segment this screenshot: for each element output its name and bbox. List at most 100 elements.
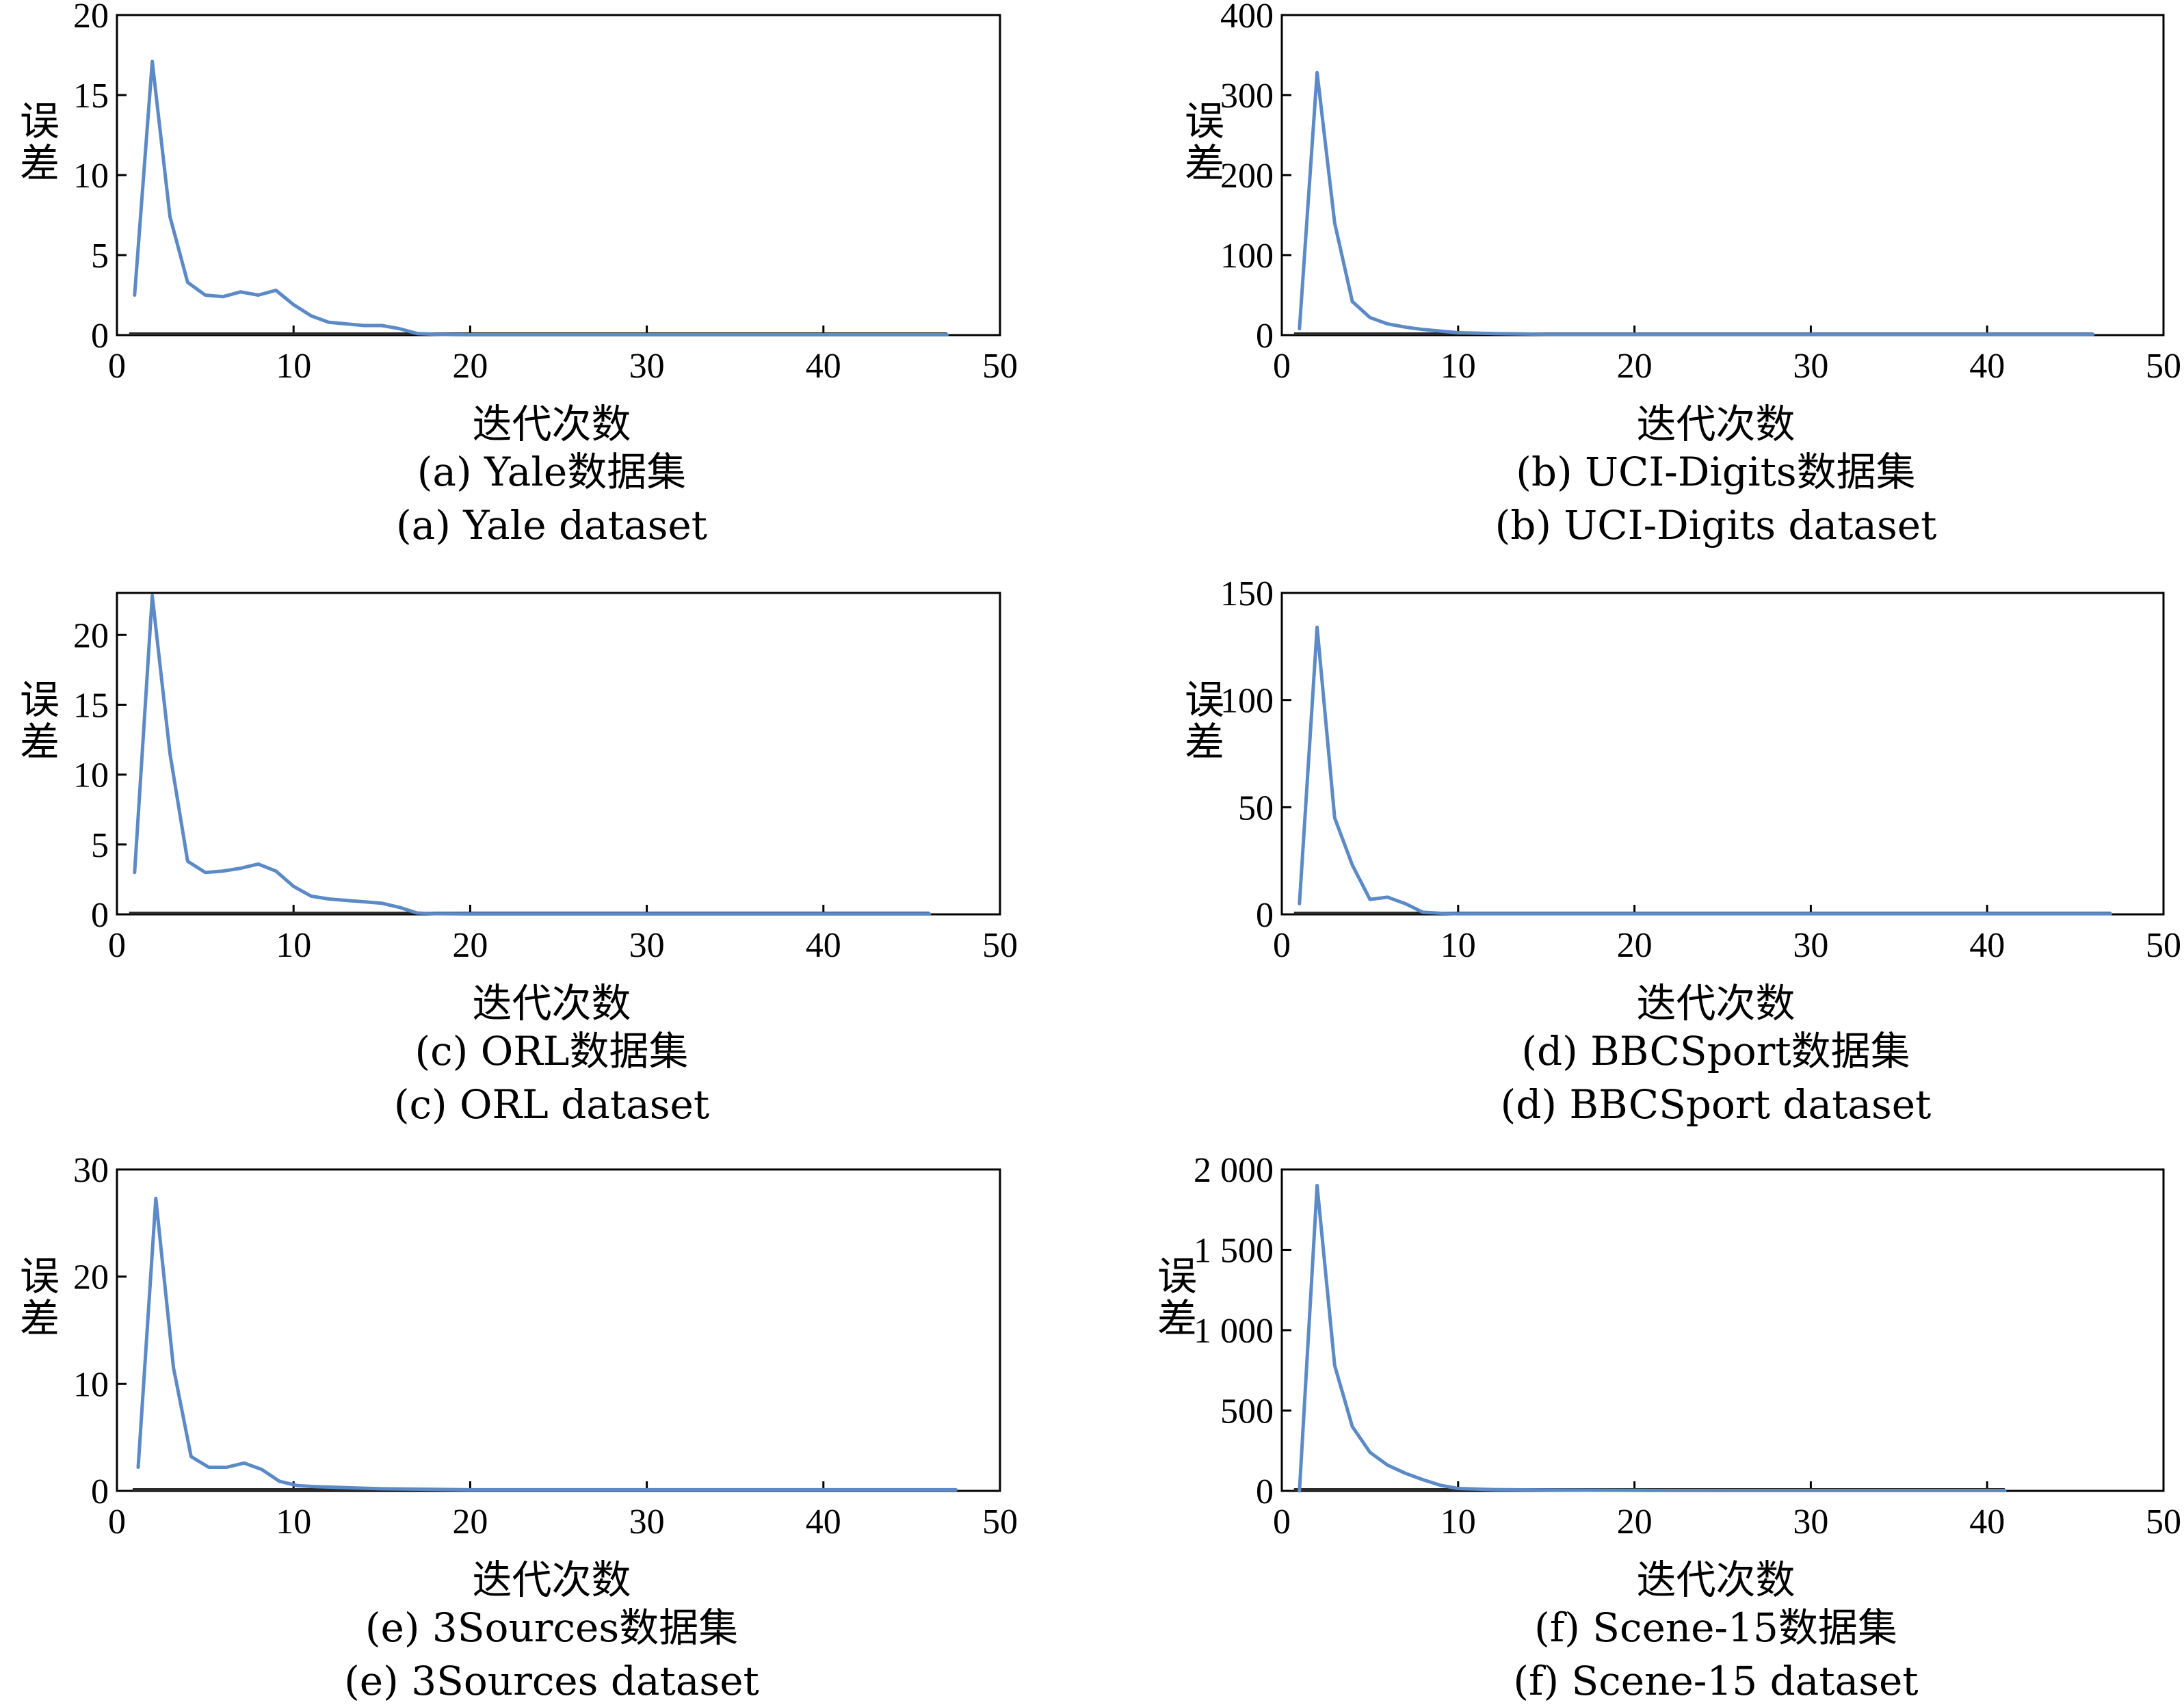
y-tick-label: 1 500 xyxy=(1194,1232,1274,1271)
y-tick-label: 0 xyxy=(1256,896,1274,935)
x-tick-label: 30 xyxy=(629,1503,665,1541)
y-tick-label: 15 xyxy=(73,77,109,116)
x-tick-label: 10 xyxy=(1440,926,1476,965)
x-tick-label: 0 xyxy=(108,926,126,965)
x-tick-label: 20 xyxy=(452,1503,488,1541)
caption-english: (f) Scene-15 dataset xyxy=(1513,1658,1918,1704)
x-tick-label: 40 xyxy=(806,926,841,965)
x-tick-label: 40 xyxy=(806,1503,841,1541)
y-tick-label: 20 xyxy=(73,1258,109,1297)
x-tick-label: 20 xyxy=(1617,347,1653,386)
y-tick-label: 15 xyxy=(73,686,109,725)
x-tick-label: 0 xyxy=(1273,926,1291,965)
y-axis-title: 误差 xyxy=(13,100,60,185)
caption-chinese: (a) Yale数据集 xyxy=(417,449,687,495)
y-tick-label: 0 xyxy=(1256,1472,1274,1511)
x-tick-label: 0 xyxy=(1273,347,1291,386)
y-axis-title: 误差 xyxy=(13,678,60,763)
y-tick-label: 5 xyxy=(91,826,109,865)
error-series-line xyxy=(1298,70,2095,336)
plot-frame xyxy=(116,14,1001,336)
y-axis-title: 误差 xyxy=(1178,678,1224,763)
caption-chinese: (f) Scene-15数据集 xyxy=(1534,1604,1897,1651)
x-axis-title: 迭代次数 xyxy=(472,980,631,1027)
y-tick-label: 10 xyxy=(73,1365,109,1404)
y-tick-label: 2 000 xyxy=(1194,1151,1274,1190)
x-tick-label: 50 xyxy=(2146,926,2181,965)
y-tick-label: 400 xyxy=(1220,0,1274,36)
x-tick-label: 20 xyxy=(452,347,488,386)
y-tick-label: 0 xyxy=(1256,317,1274,356)
x-tick-label: 50 xyxy=(982,347,1018,386)
error-series-line xyxy=(136,1196,958,1492)
y-tick-label: 50 xyxy=(1238,789,1274,828)
x-tick-label: 20 xyxy=(1617,1503,1653,1541)
x-tick-label: 40 xyxy=(1969,926,2005,965)
x-tick-label: 10 xyxy=(276,1503,311,1541)
caption-chinese: (d) BBCSport数据集 xyxy=(1521,1028,1910,1074)
y-tick-label: 0 xyxy=(91,896,109,935)
y-tick-label: 5 xyxy=(91,237,109,276)
y-tick-label: 200 xyxy=(1220,157,1274,196)
x-tick-label: 10 xyxy=(276,347,311,386)
x-tick-label: 50 xyxy=(2146,347,2181,386)
caption-english: (e) 3Sources dataset xyxy=(344,1658,759,1704)
caption-english: (b) UCI-Digits dataset xyxy=(1495,502,1937,548)
x-tick-label: 30 xyxy=(629,926,665,965)
y-tick-label: 0 xyxy=(91,317,109,356)
x-tick-label: 0 xyxy=(108,347,126,386)
error-series-line xyxy=(133,59,949,336)
y-axis-title: 误差 xyxy=(13,1255,60,1340)
x-tick-label: 20 xyxy=(452,926,488,965)
y-tick-label: 0 xyxy=(91,1472,109,1511)
caption-english: (a) Yale dataset xyxy=(396,502,707,548)
x-axis-title: 迭代次数 xyxy=(1636,980,1795,1027)
x-tick-label: 40 xyxy=(1969,347,2005,386)
plot-frame xyxy=(1280,1168,2165,1492)
x-tick-label: 20 xyxy=(1617,926,1653,965)
x-tick-label: 30 xyxy=(629,347,665,386)
y-axis-title: 误差 xyxy=(1178,100,1224,185)
x-axis-title: 迭代次数 xyxy=(1636,401,1795,447)
x-tick-label: 30 xyxy=(1793,926,1828,965)
x-tick-label: 50 xyxy=(982,926,1018,965)
x-axis-title: 迭代次数 xyxy=(472,401,631,447)
y-tick-label: 500 xyxy=(1220,1392,1274,1431)
caption-english: (c) ORL dataset xyxy=(394,1081,709,1128)
error-series-line xyxy=(1298,1184,2007,1493)
x-tick-label: 50 xyxy=(2146,1503,2181,1541)
x-axis-title: 迭代次数 xyxy=(472,1557,631,1603)
x-tick-label: 40 xyxy=(1969,1503,2005,1541)
caption-chinese: (b) UCI-Digits数据集 xyxy=(1516,449,1915,495)
x-tick-label: 50 xyxy=(982,1503,1018,1541)
x-tick-label: 0 xyxy=(1273,1503,1291,1541)
y-tick-label: 20 xyxy=(73,0,109,36)
error-series-line xyxy=(1298,625,2113,916)
x-tick-label: 10 xyxy=(1440,347,1476,386)
x-tick-label: 10 xyxy=(1440,1503,1476,1541)
x-tick-label: 10 xyxy=(276,926,311,965)
x-tick-label: 30 xyxy=(1793,347,1828,386)
y-tick-label: 100 xyxy=(1220,237,1274,276)
x-tick-label: 30 xyxy=(1793,1503,1828,1541)
plot-frame xyxy=(1280,592,2165,916)
plot-frame xyxy=(116,1168,1001,1492)
y-tick-label: 10 xyxy=(73,756,109,795)
y-tick-label: 10 xyxy=(73,157,109,196)
plot-frame xyxy=(1280,14,2165,336)
x-tick-label: 0 xyxy=(108,1503,126,1541)
y-tick-label: 300 xyxy=(1220,77,1274,116)
y-tick-label: 100 xyxy=(1220,682,1274,721)
caption-chinese: (e) 3Sources数据集 xyxy=(365,1604,738,1651)
y-tick-label: 150 xyxy=(1220,574,1274,613)
y-tick-label: 30 xyxy=(73,1151,109,1190)
x-tick-label: 40 xyxy=(806,347,841,386)
y-tick-label: 20 xyxy=(73,616,109,655)
caption-english: (d) BBCSport dataset xyxy=(1501,1081,1932,1128)
